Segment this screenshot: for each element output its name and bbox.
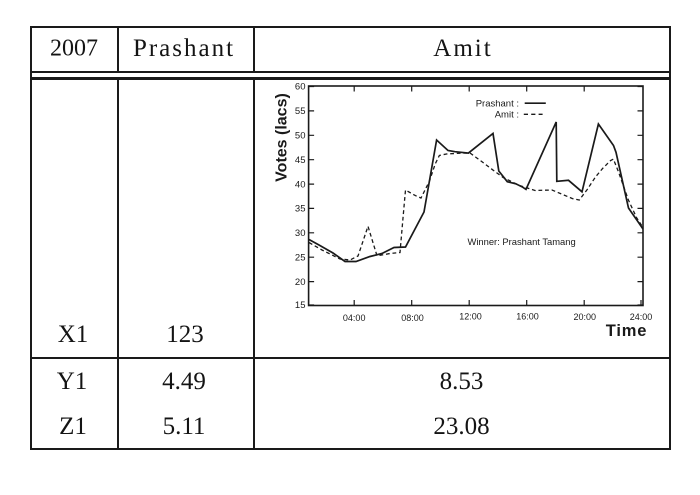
svg-text:45: 45 [295, 155, 306, 166]
svg-text:Prashant :: Prashant : [476, 98, 519, 109]
svg-text:Votes (lacs): Votes (lacs) [274, 93, 291, 182]
svg-text:16:00: 16:00 [516, 312, 539, 322]
svg-text:25: 25 [295, 252, 306, 263]
svg-text:04:00: 04:00 [343, 313, 366, 323]
svg-text:35: 35 [295, 204, 306, 215]
svg-text:30: 30 [295, 228, 306, 239]
svg-text:55: 55 [295, 106, 306, 117]
svg-text:60: 60 [295, 82, 306, 93]
svg-text:24:00: 24:00 [630, 312, 653, 322]
svg-text:20: 20 [295, 277, 306, 288]
svg-text:40: 40 [295, 179, 306, 190]
svg-text:12:00: 12:00 [459, 312, 482, 322]
svg-text:Winner: Prashant Tamang: Winner: Prashant Tamang [467, 236, 575, 247]
svg-text:Amit :: Amit : [495, 110, 519, 121]
svg-text:50: 50 [295, 131, 306, 142]
svg-text:15: 15 [295, 300, 306, 311]
svg-text:20:00: 20:00 [574, 312, 597, 322]
svg-text:08:00: 08:00 [401, 313, 424, 323]
svg-text:Time: Time [606, 322, 647, 340]
